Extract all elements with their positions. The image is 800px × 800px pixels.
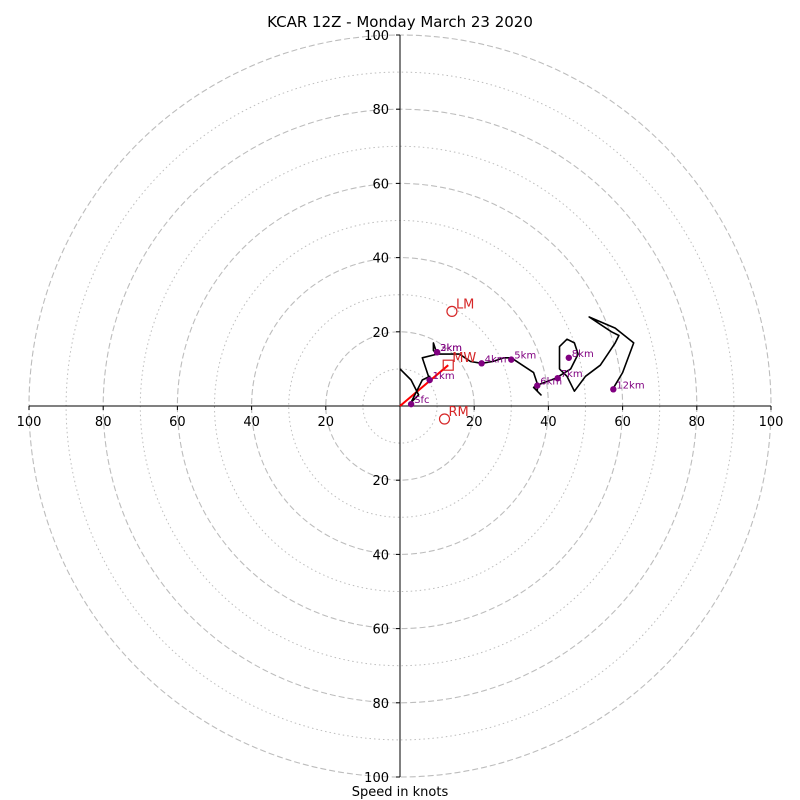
height-marker-point — [610, 386, 617, 393]
x-tick-label: 80 — [689, 415, 706, 430]
height-marker-label: 5km — [514, 351, 536, 362]
y-tick-label: 40 — [372, 548, 389, 563]
chart-title: KCAR 12Z - Monday March 23 2020 — [267, 13, 533, 31]
height-marker-label: 1km — [433, 371, 455, 382]
height-marker-label: 6km — [540, 377, 562, 388]
y-tick-label: 20 — [372, 474, 389, 489]
hodograph-trace-group — [399, 316, 635, 407]
height-marker-label: 2km — [440, 343, 462, 354]
height-marker-label: 4km — [485, 354, 507, 365]
tick-labels: 100 80 60 40 20 20 40 60 80 100 100 80 60 40 20 20 40 60 8… — [17, 29, 784, 786]
height-marker-point — [554, 374, 561, 382]
y-tick-label: 100 — [364, 29, 389, 44]
height-marker-point — [407, 400, 415, 408]
y-tick-label: 60 — [372, 177, 389, 192]
motion-marker-label: LM — [456, 297, 474, 312]
motion-marker-label: MW — [452, 351, 476, 366]
height-marker-point — [508, 356, 515, 363]
y-tick-label: 60 — [372, 623, 389, 638]
height-marker-label: 7km — [561, 369, 583, 380]
y-tick-label: 80 — [372, 103, 389, 118]
x-tick-label: 100 — [759, 415, 784, 430]
height-marker-label: 12km — [616, 380, 644, 391]
height-marker-label: 8km — [572, 349, 594, 360]
height-marker-point — [565, 354, 573, 361]
storm-motion-marker — [446, 305, 458, 317]
x-tick-label: 20 — [466, 415, 483, 430]
x-tick-label: 80 — [95, 415, 112, 430]
mean-wind-marker — [442, 359, 454, 371]
height-marker-point — [433, 349, 441, 356]
x-tick-label: 60 — [614, 415, 631, 430]
x-tick-label: 40 — [243, 415, 260, 430]
y-tick-label: 20 — [372, 326, 389, 341]
y-tick-label: 100 — [364, 771, 389, 786]
y-tick-label: 40 — [372, 252, 389, 267]
shear-vector — [399, 364, 449, 407]
motion-markers: LM MW RM — [438, 297, 476, 425]
x-tick-label: 20 — [318, 415, 335, 430]
storm-motion-marker — [438, 413, 451, 425]
y-tick-label: 80 — [372, 697, 389, 712]
x-tick-label: 60 — [169, 415, 186, 430]
x-axis-label: Speed in knots — [352, 785, 449, 800]
motion-marker-label: RM — [449, 405, 469, 420]
height-marker-point — [478, 360, 485, 367]
x-tick-label: 100 — [17, 415, 42, 430]
hodograph-trace — [399, 316, 635, 404]
height-marker-label: 3km — [440, 343, 462, 354]
height-marker-point — [534, 382, 541, 389]
height-marker-label: Sfc — [414, 395, 429, 406]
height-marker-point — [426, 376, 433, 384]
x-tick-label: 40 — [540, 415, 557, 430]
